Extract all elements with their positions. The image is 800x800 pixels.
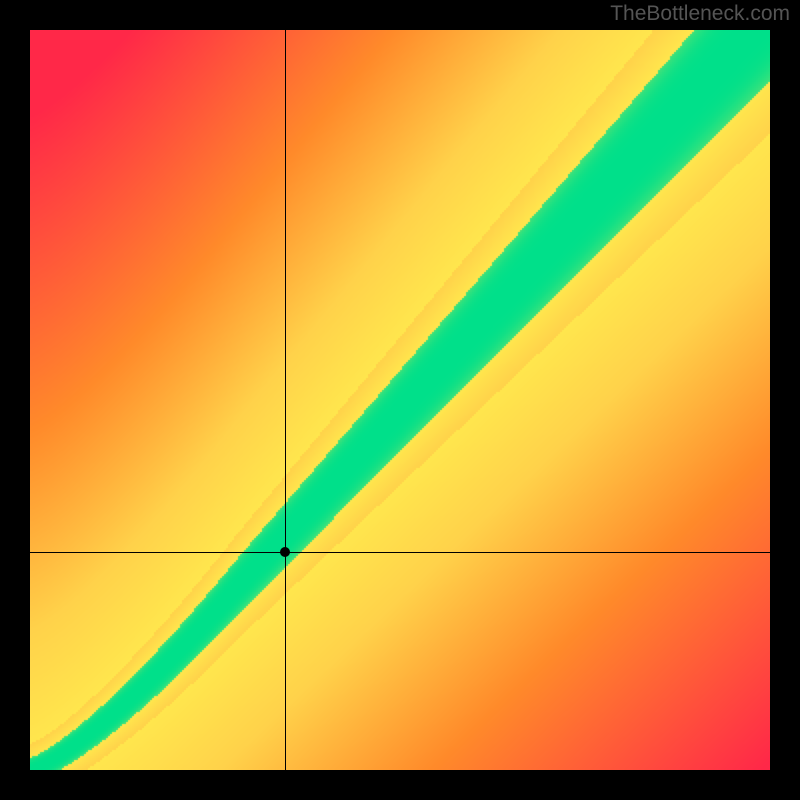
plot-border-bottom bbox=[0, 770, 800, 800]
chart-container: TheBottleneck.com bbox=[0, 0, 800, 800]
crosshair-horizontal bbox=[30, 552, 770, 553]
plot-border-right bbox=[770, 0, 800, 800]
plot-border-left bbox=[0, 0, 30, 800]
bottleneck-heatmap bbox=[30, 30, 770, 770]
attribution-watermark: TheBottleneck.com bbox=[610, 2, 790, 26]
crosshair-vertical bbox=[285, 30, 286, 770]
crosshair-marker-dot bbox=[280, 547, 290, 557]
